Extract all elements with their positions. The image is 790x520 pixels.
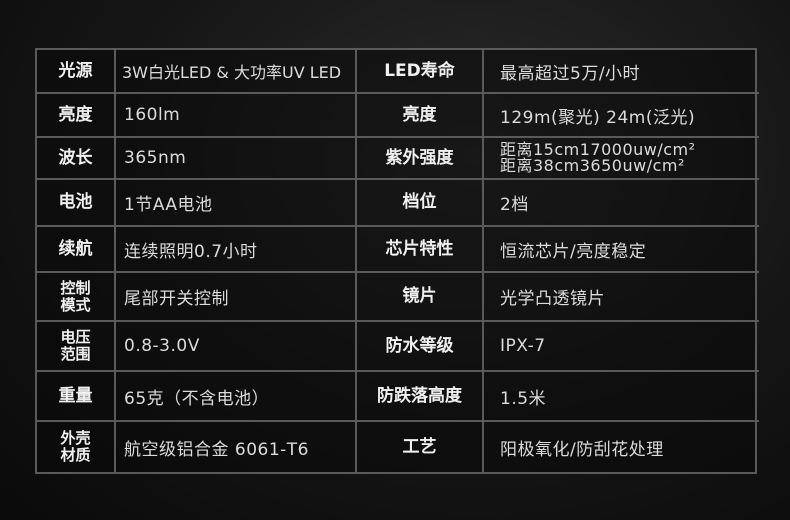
spec-label: 芯片特性	[357, 227, 484, 273]
spec-value-text: 65克（不含电池）	[124, 388, 270, 409]
spec-label-text: 亮度	[58, 104, 93, 125]
spec-label-text: 波长	[58, 147, 93, 168]
spec-label: 控制 模式	[37, 273, 116, 322]
spec-label: 亮度	[37, 94, 116, 138]
spec-label: 电池	[37, 180, 116, 227]
spec-value: 365nm	[116, 138, 357, 180]
spec-value: 航空级铝合金 6061-T6	[116, 422, 357, 472]
spec-value-line: 距离38cm3650uw/cm²	[500, 156, 685, 175]
spec-value-text: 3W白光LED & 大功率UV LED	[122, 63, 342, 82]
spec-label: 重量	[37, 372, 116, 422]
spec-label-text: 亮度	[402, 104, 437, 125]
spec-value-text: 365nm	[124, 148, 187, 168]
spec-value: IPX-7	[484, 322, 759, 372]
spec-value: 1.5米	[484, 372, 759, 422]
spec-label: 电压 范围	[37, 322, 116, 372]
spec-label-text: 光源	[58, 60, 93, 81]
spec-value-text: 阳极氧化/防刮花处理	[500, 439, 664, 460]
spec-value: 距离15cm17000uw/cm² 距离38cm3650uw/cm²	[484, 138, 759, 180]
spec-label: 波长	[37, 138, 116, 180]
spec-label: LED寿命	[357, 50, 484, 94]
spec-label-text: 重量	[58, 385, 93, 406]
spec-value: 最高超过5万/小时	[484, 50, 759, 94]
spec-label: 档位	[357, 180, 484, 227]
spec-value: 1节AA电池	[116, 180, 357, 227]
spec-value-text: 尾部开关控制	[124, 289, 229, 309]
spec-value: 连续照明0.7小时	[116, 227, 357, 273]
spec-label-line: 电压	[60, 328, 91, 346]
spec-value-text: 160lm	[124, 105, 181, 125]
spec-label-text: 档位	[402, 192, 437, 212]
spec-value-text: 最高超过5万/小时	[500, 63, 641, 84]
spec-value-text: 航空级铝合金 6061-T6	[124, 439, 310, 460]
spec-value: 阳极氧化/防刮花处理	[484, 422, 759, 472]
spec-label-text: 防跌落高度	[377, 385, 462, 406]
spec-value: 129m(聚光) 24m(泛光)	[484, 94, 759, 138]
spec-value: 0.8-3.0V	[116, 322, 357, 372]
spec-value-text: 2档	[500, 195, 529, 215]
spec-label: 防水等级	[357, 322, 484, 372]
spec-value-text: 光学凸透镜片	[500, 289, 605, 309]
spec-value: 尾部开关控制	[116, 273, 357, 322]
spec-label-text: 防水等级	[385, 335, 454, 356]
spec-table: 光源 3W白光LED & 大功率UV LED LED寿命 最高超过5万/小时亮度 160…	[35, 48, 759, 474]
spec-value-text: 连续照明0.7小时	[124, 241, 258, 262]
spec-value-text: 恒流芯片/亮度稳定	[500, 241, 647, 262]
spec-value-text: 1.5米	[500, 388, 547, 409]
spec-label: 紫外强度	[357, 138, 484, 180]
spec-value-text: 1节AA电池	[124, 195, 213, 215]
spec-value: 2档	[484, 180, 759, 227]
spec-value: 光学凸透镜片	[484, 273, 759, 322]
spec-label: 镜片	[357, 273, 484, 322]
spec-value-text: IPX-7	[500, 336, 546, 356]
spec-label-line: 外壳	[60, 429, 91, 447]
spec-value: 3W白光LED & 大功率UV LED	[116, 50, 357, 94]
spec-label-text: 电池	[58, 192, 93, 212]
spec-label-text: LED寿命	[384, 60, 455, 81]
spec-label: 光源	[37, 50, 116, 94]
spec-label: 亮度	[357, 94, 484, 138]
spec-label-text: 续航	[58, 238, 93, 259]
spec-label-line: 控制	[60, 278, 91, 297]
spec-label: 外壳 材质	[37, 422, 116, 472]
spec-label-line: 范围	[60, 345, 91, 363]
spec-label-text: 镜片	[402, 286, 437, 306]
spec-label-text: 紫外强度	[385, 147, 454, 168]
spec-label: 续航	[37, 227, 116, 273]
spec-value: 65克（不含电池）	[116, 372, 357, 422]
spec-label-text: 工艺	[402, 436, 437, 457]
spec-value: 160lm	[116, 94, 357, 138]
spec-label: 防跌落高度	[357, 372, 484, 422]
spec-label: 工艺	[357, 422, 484, 472]
spec-value-line: 距离15cm17000uw/cm²	[500, 140, 696, 159]
spec-label-line: 材质	[60, 446, 91, 464]
spec-label-text: 芯片特性	[385, 238, 454, 259]
spec-label-line: 模式	[60, 295, 91, 314]
spec-value: 恒流芯片/亮度稳定	[484, 227, 759, 273]
spec-value-text: 129m(聚光) 24m(泛光)	[500, 107, 696, 128]
spec-value-text: 0.8-3.0V	[124, 336, 200, 356]
